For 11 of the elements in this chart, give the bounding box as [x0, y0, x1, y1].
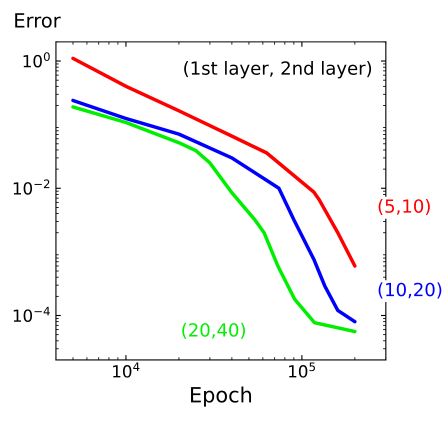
x-axis-title: Epoch [191, 386, 252, 407]
annotation: (1st layer, 2nd layer) [184, 60, 372, 78]
x-tick-label: 10$^{4}$ [113, 362, 140, 378]
text: (20,40) [182, 322, 245, 339]
text: (5,10) [378, 198, 430, 216]
y-axis-title: Error [15, 13, 61, 28]
x-tick-label: 10$^{5}$ [289, 362, 315, 378]
y-tick-label: 10$^{0}$ [24, 52, 50, 68]
y-tick-label: 10$^{−2}$ [14, 179, 50, 195]
y-tick-label: 10$^{−4}$ [14, 306, 50, 322]
series-label: (10,20) [378, 282, 442, 298]
